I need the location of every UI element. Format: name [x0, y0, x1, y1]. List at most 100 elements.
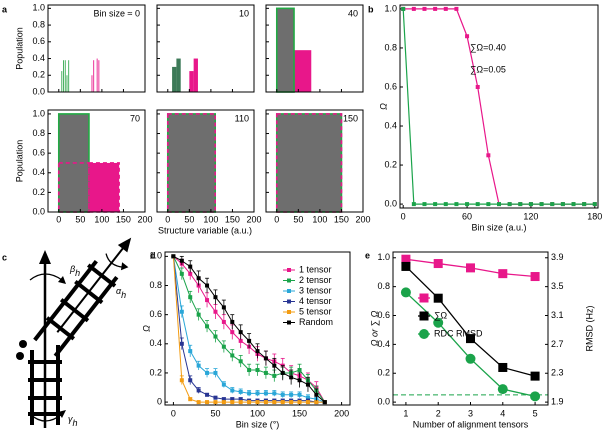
marker: [255, 368, 260, 373]
ladder-diagram: [16, 237, 132, 428]
legend-marker: [419, 329, 429, 339]
series-line: [402, 8, 595, 205]
marker: [443, 6, 448, 11]
legend-marker: [287, 268, 291, 272]
symbol: γ: [68, 414, 73, 424]
y-axis-label: Population: [14, 140, 24, 183]
marker: [213, 309, 218, 314]
marker: [221, 319, 226, 324]
x-tick-label: 0: [56, 214, 61, 224]
x-axis-label: Number of alignment tensors: [413, 419, 529, 429]
plot-frame: [265, 109, 364, 213]
marker: [518, 202, 523, 207]
marker: [539, 202, 544, 207]
annotation: ∑Ω=0.05: [470, 64, 506, 74]
plot-frame: [399, 4, 599, 209]
bar: [275, 113, 343, 213]
y-tick-label: 0.2: [32, 70, 45, 80]
bar: [172, 66, 177, 92]
legend-marker: [419, 293, 429, 303]
y-tick-label: 1.0: [32, 108, 45, 118]
marker: [255, 400, 260, 405]
marker: [297, 400, 302, 405]
x-tick-label: 50: [75, 214, 85, 224]
bar: [63, 60, 64, 92]
marker: [297, 392, 302, 397]
bar: [98, 60, 100, 92]
subscript: h: [75, 268, 80, 278]
x-tick-label: 50: [210, 408, 220, 418]
marker: [230, 330, 235, 335]
x-tick-label: 100: [312, 214, 327, 224]
marker: [230, 388, 235, 393]
y-axis-label: Population: [14, 27, 24, 70]
plot-frame: [47, 4, 146, 93]
marker: [213, 400, 218, 405]
bar: [176, 58, 181, 92]
marker: [171, 254, 176, 259]
y2-tick-label: 3.5: [551, 281, 564, 291]
y-tick-label: 0.8: [377, 281, 390, 291]
x-tick-label: 50: [184, 214, 194, 224]
marker: [466, 263, 475, 273]
bar: [275, 7, 295, 93]
marker: [196, 276, 201, 281]
marker: [188, 264, 193, 269]
legend-label: 4 tensor: [299, 296, 332, 306]
marker: [179, 258, 184, 263]
x-axis-label: Structure variable (a.u.): [158, 225, 252, 235]
x-tick-label: 50: [293, 214, 303, 224]
panel-letter: d: [150, 250, 156, 260]
marker: [247, 338, 252, 343]
marker: [486, 153, 491, 158]
arrow-head: [39, 250, 51, 264]
marker: [433, 293, 443, 303]
legend-label: 1 tensor: [299, 264, 332, 274]
marker: [205, 298, 210, 303]
marker: [582, 202, 587, 207]
marker: [305, 382, 310, 387]
marker: [401, 254, 411, 264]
marker: [188, 271, 193, 276]
marker: [247, 391, 252, 396]
marker: [238, 400, 243, 405]
marker: [221, 305, 226, 310]
gamma-label: γh: [68, 414, 78, 428]
subplot-label: 40: [348, 8, 358, 18]
marker: [322, 400, 327, 405]
y-tick-label: 0.0: [32, 86, 45, 96]
x-axis-label: Bin size (°): [236, 419, 280, 429]
marker: [221, 397, 226, 402]
bar: [61, 71, 63, 92]
y-tick-label: 0.4: [377, 339, 390, 349]
x-tick-label: 200: [246, 214, 261, 224]
plot-frame: [392, 251, 549, 406]
subplot-label: 70: [130, 113, 140, 123]
marker: [454, 202, 459, 207]
marker: [498, 269, 508, 279]
marker: [213, 334, 218, 339]
subplot-label: 110: [235, 113, 249, 123]
y-tick-label: 1.0: [32, 3, 45, 13]
subplot-label: Bin size ≈ 0: [94, 8, 140, 18]
legend-marker: [287, 310, 291, 314]
legend-label: ∑Ω: [434, 310, 447, 320]
marker: [486, 202, 491, 207]
marker: [221, 400, 226, 405]
y-axis-label: Ω: [141, 325, 151, 332]
y-tick-label: 0.6: [32, 148, 45, 158]
y-tick-label: 0.8: [149, 280, 162, 290]
marker: [263, 400, 268, 405]
subscript: h: [121, 290, 126, 300]
y-tick-label: 0.2: [377, 368, 390, 378]
marker: [247, 400, 252, 405]
marker: [205, 392, 210, 397]
x-tick-label: 0: [165, 214, 170, 224]
marker: [188, 397, 193, 402]
x-tick-label: 5: [533, 408, 538, 418]
marker: [466, 334, 475, 344]
x-tick-label: 200: [334, 408, 349, 418]
marker: [314, 400, 319, 405]
marker: [280, 392, 285, 397]
subscript: h: [73, 418, 78, 428]
